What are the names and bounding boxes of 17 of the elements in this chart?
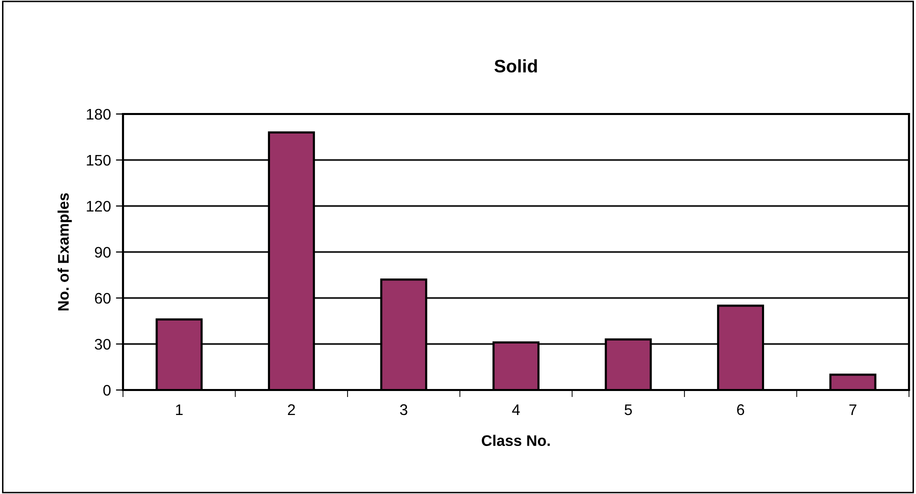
x-tick-label: 3 [400, 404, 408, 416]
x-axis-title: Class No. [482, 434, 550, 446]
x-tick-label: 1 [176, 404, 183, 415]
x-tick-label: 2 [288, 404, 295, 415]
y-tick-label: 180 [86, 108, 111, 120]
chart-title: Solid [494, 59, 537, 73]
x-tick-label: 7 [849, 404, 856, 415]
y-tick-label: 120 [86, 200, 111, 212]
y-tick-label: 30 [94, 338, 111, 350]
x-tick-label: 6 [737, 404, 744, 416]
y-tick-label: 150 [86, 154, 111, 166]
x-tick-label: 4 [512, 404, 520, 415]
y-tick-label: 0 [103, 384, 111, 396]
y-tick-label: 60 [94, 292, 111, 304]
x-tick-label: 5 [624, 404, 632, 416]
y-tick-label: 90 [94, 246, 111, 258]
y-axis-title: No. of Examples [58, 193, 72, 310]
